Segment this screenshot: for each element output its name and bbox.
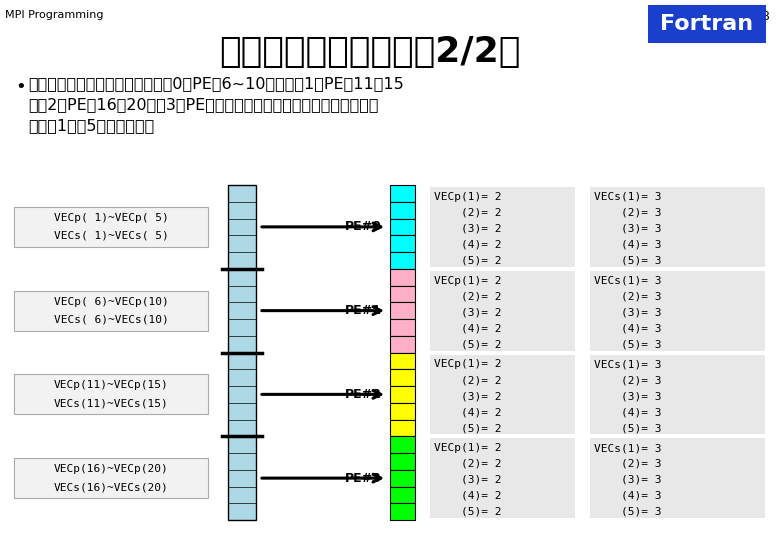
Text: (2)= 2: (2)= 2 bbox=[434, 208, 502, 218]
Text: (4)= 2: (4)= 2 bbox=[434, 323, 502, 333]
Bar bbox=[390, 302, 415, 319]
FancyBboxPatch shape bbox=[14, 458, 208, 498]
Text: (3)= 3: (3)= 3 bbox=[594, 307, 661, 318]
Text: PE#0: PE#0 bbox=[345, 220, 382, 233]
Text: MPI Programming: MPI Programming bbox=[5, 10, 104, 20]
Bar bbox=[390, 235, 415, 252]
Text: (4)= 3: (4)= 3 bbox=[594, 323, 661, 333]
Text: VECp(1)= 2: VECp(1)= 2 bbox=[434, 192, 502, 202]
Bar bbox=[228, 185, 256, 520]
Bar bbox=[390, 386, 415, 403]
Bar bbox=[390, 269, 415, 286]
Bar bbox=[390, 420, 415, 436]
Bar bbox=[390, 185, 415, 202]
Text: (2)= 2: (2)= 2 bbox=[434, 375, 502, 385]
Bar bbox=[390, 336, 415, 353]
Text: (4)= 3: (4)= 3 bbox=[594, 491, 661, 501]
FancyBboxPatch shape bbox=[14, 207, 208, 247]
Text: VECs( 6)~VECs(10): VECs( 6)~VECs(10) bbox=[54, 315, 168, 325]
Bar bbox=[390, 286, 415, 302]
Text: (2)= 2: (2)= 2 bbox=[434, 292, 502, 301]
Text: (3)= 2: (3)= 2 bbox=[434, 475, 502, 485]
Bar bbox=[390, 219, 415, 235]
Text: PE#1: PE#1 bbox=[345, 304, 382, 317]
Text: PE#2: PE#2 bbox=[345, 388, 382, 401]
FancyBboxPatch shape bbox=[648, 5, 766, 43]
Text: 局所データの考え方（2/2）: 局所データの考え方（2/2） bbox=[219, 35, 521, 69]
Text: (5)= 2: (5)= 2 bbox=[434, 255, 502, 266]
Text: もとのベクトルの１～５番成分が0番PE，6~10番成分が1番PE，11～15: もとのベクトルの１～５番成分が0番PE，6~10番成分が1番PE，11～15 bbox=[28, 76, 404, 91]
Text: (2)= 3: (2)= 3 bbox=[594, 208, 661, 218]
Text: (2)= 2: (2)= 2 bbox=[434, 459, 502, 469]
Text: (3)= 2: (3)= 2 bbox=[434, 224, 502, 234]
Text: VECp( 1)~VECp( 5): VECp( 1)~VECp( 5) bbox=[54, 213, 168, 223]
Bar bbox=[390, 252, 415, 269]
Bar bbox=[390, 503, 415, 520]
Text: (5)= 3: (5)= 3 bbox=[594, 255, 661, 266]
Text: 番が2番PE，16～20番が3番PEのそれぞれ１番～５番成分となる（局所: 番が2番PE，16～20番が3番PEのそれぞれ１番～５番成分となる（局所 bbox=[28, 97, 378, 112]
Text: (2)= 3: (2)= 3 bbox=[594, 292, 661, 301]
Text: (3)= 3: (3)= 3 bbox=[594, 475, 661, 485]
Text: (4)= 2: (4)= 2 bbox=[434, 240, 502, 249]
Text: VECp(1)= 2: VECp(1)= 2 bbox=[434, 359, 502, 369]
Bar bbox=[390, 487, 415, 503]
Text: (5)= 3: (5)= 3 bbox=[594, 423, 661, 433]
Text: (2)= 3: (2)= 3 bbox=[594, 375, 661, 385]
Bar bbox=[390, 202, 415, 219]
Text: VECs(1)= 3: VECs(1)= 3 bbox=[594, 443, 661, 453]
Text: (4)= 3: (4)= 3 bbox=[594, 407, 661, 417]
Text: (3)= 2: (3)= 2 bbox=[434, 307, 502, 318]
Text: VECs(1)= 3: VECs(1)= 3 bbox=[594, 359, 661, 369]
Bar bbox=[390, 319, 415, 336]
Bar bbox=[430, 187, 575, 267]
Text: (5)= 3: (5)= 3 bbox=[594, 507, 661, 517]
Text: VECs( 1)~VECs( 5): VECs( 1)~VECs( 5) bbox=[54, 231, 168, 241]
Text: (5)= 2: (5)= 2 bbox=[434, 507, 502, 517]
Text: VECs(16)~VECs(20): VECs(16)~VECs(20) bbox=[54, 482, 168, 492]
Text: (3)= 3: (3)= 3 bbox=[594, 224, 661, 234]
Text: VECp(1)= 2: VECp(1)= 2 bbox=[434, 275, 502, 286]
Text: (4)= 2: (4)= 2 bbox=[434, 491, 502, 501]
FancyBboxPatch shape bbox=[14, 291, 208, 330]
Text: VECs(1)= 3: VECs(1)= 3 bbox=[594, 192, 661, 202]
Bar bbox=[590, 354, 765, 434]
Bar bbox=[390, 436, 415, 453]
Bar bbox=[590, 438, 765, 518]
Text: Fortran: Fortran bbox=[661, 14, 753, 34]
Text: (4)= 3: (4)= 3 bbox=[594, 240, 661, 249]
Text: (3)= 2: (3)= 2 bbox=[434, 391, 502, 401]
Text: 番号が1番～5番となる）．: 番号が1番～5番となる）． bbox=[28, 118, 154, 133]
Bar bbox=[590, 187, 765, 267]
Text: (4)= 2: (4)= 2 bbox=[434, 407, 502, 417]
Bar bbox=[390, 403, 415, 420]
FancyBboxPatch shape bbox=[14, 374, 208, 414]
Text: VECs(11)~VECs(15): VECs(11)~VECs(15) bbox=[54, 399, 168, 408]
Text: VECp( 6)~VECp(10): VECp( 6)~VECp(10) bbox=[54, 296, 168, 307]
Text: VECp(11)~VECp(15): VECp(11)~VECp(15) bbox=[54, 380, 168, 390]
Text: (5)= 2: (5)= 2 bbox=[434, 423, 502, 433]
Text: (5)= 2: (5)= 2 bbox=[434, 339, 502, 349]
Text: (2)= 3: (2)= 3 bbox=[594, 459, 661, 469]
Text: •: • bbox=[15, 78, 26, 96]
Text: (5)= 3: (5)= 3 bbox=[594, 339, 661, 349]
Text: (3)= 3: (3)= 3 bbox=[594, 391, 661, 401]
Bar bbox=[430, 271, 575, 350]
Bar bbox=[430, 354, 575, 434]
Text: VECs(1)= 3: VECs(1)= 3 bbox=[594, 275, 661, 286]
Text: PE#3: PE#3 bbox=[346, 471, 382, 484]
Text: VECp(16)~VECp(20): VECp(16)~VECp(20) bbox=[54, 464, 168, 474]
Bar bbox=[430, 438, 575, 518]
Text: VECp(1)= 2: VECp(1)= 2 bbox=[434, 443, 502, 453]
Text: 68: 68 bbox=[754, 10, 770, 23]
Bar bbox=[390, 453, 415, 470]
Bar bbox=[390, 369, 415, 386]
Bar bbox=[390, 353, 415, 369]
Bar bbox=[390, 470, 415, 487]
Bar bbox=[590, 271, 765, 350]
